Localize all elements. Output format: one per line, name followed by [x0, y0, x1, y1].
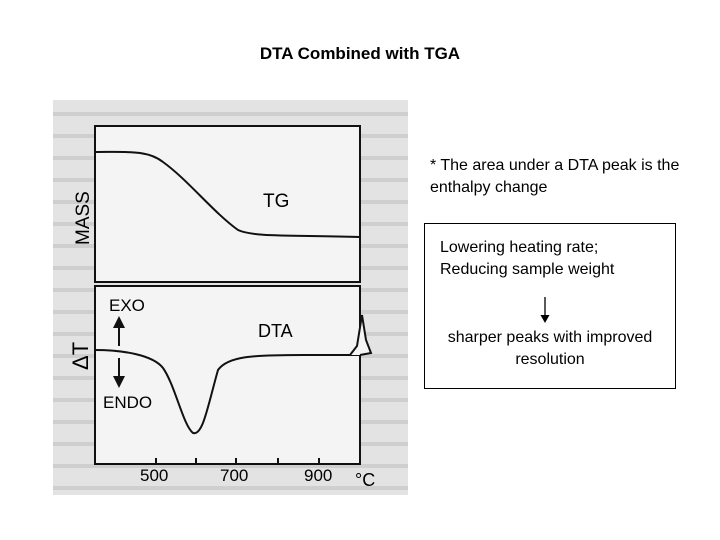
heating-rate-box: Lowering heating rate; Reducing sample w… — [424, 223, 676, 389]
enthalpy-note: * The area under a DTA peak is the entha… — [430, 157, 680, 196]
exo-up-arrow-icon — [113, 316, 125, 346]
x-tick-500: 500 — [140, 466, 168, 485]
dta-tga-plot: MASS TG ΔT EXO ENDO DTA 500 700 900 ° — [53, 112, 408, 490]
tg-curve-label: TG — [263, 191, 289, 212]
dta-exo-peak — [349, 314, 373, 356]
x-tick-900: 900 — [304, 466, 332, 485]
endo-label: ENDO — [103, 393, 152, 412]
dta-curve-label: DTA — [258, 321, 293, 341]
dta-tga-figure: MASS TG ΔT EXO ENDO DTA 500 700 900 ° — [53, 100, 408, 495]
x-tick-700: 700 — [220, 466, 248, 485]
tg-panel-frame — [94, 125, 361, 283]
box-line-sample-weight: Reducing sample weight — [440, 261, 615, 278]
box-result: sharper peaks with improved resolution — [425, 327, 675, 371]
dta-panel-frame — [94, 285, 361, 465]
mass-axis-label: MASS — [73, 191, 94, 245]
box-result-line1: sharper peaks with improved — [447, 329, 653, 346]
box-result-line2: resolution — [515, 351, 585, 368]
dta-curve — [94, 349, 360, 435]
down-arrow-icon — [540, 297, 550, 323]
box-conditions: Lowering heating rate; Reducing sample w… — [440, 237, 614, 281]
tg-curve — [94, 150, 361, 238]
slide-title: DTA Combined with TGA — [259, 44, 461, 63]
endo-down-arrow-icon — [113, 358, 125, 388]
delta-t-axis-label: ΔT — [68, 342, 93, 370]
exo-label: EXO — [109, 296, 145, 315]
x-unit-label: °C — [355, 470, 375, 490]
box-line-heating-rate: Lowering heating rate; — [440, 239, 599, 256]
